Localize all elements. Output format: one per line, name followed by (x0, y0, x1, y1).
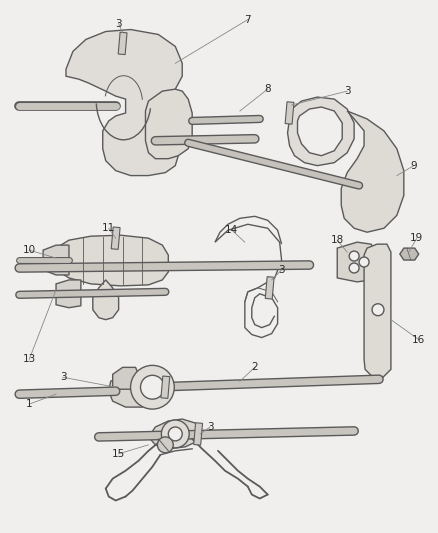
Text: 13: 13 (23, 354, 36, 365)
Circle shape (168, 427, 182, 441)
Text: 19: 19 (410, 233, 424, 243)
Bar (285, 102, 294, 124)
Text: 1: 1 (26, 399, 32, 409)
Text: 3: 3 (344, 86, 350, 96)
Polygon shape (43, 245, 69, 275)
Circle shape (141, 375, 164, 399)
Text: 10: 10 (23, 245, 36, 255)
Circle shape (359, 257, 369, 267)
Circle shape (157, 437, 173, 453)
Polygon shape (297, 107, 342, 156)
Text: 15: 15 (112, 449, 125, 459)
Text: 8: 8 (265, 84, 271, 94)
Text: 7: 7 (244, 14, 251, 25)
Circle shape (349, 251, 359, 261)
Polygon shape (66, 29, 182, 175)
Polygon shape (93, 280, 119, 320)
Circle shape (161, 420, 189, 448)
Text: 11: 11 (102, 223, 115, 233)
Bar (161, 376, 170, 399)
Bar (111, 227, 120, 249)
Bar (194, 423, 202, 445)
Polygon shape (56, 280, 81, 308)
Circle shape (372, 304, 384, 316)
Polygon shape (56, 235, 168, 286)
Polygon shape (364, 244, 391, 377)
Text: 3: 3 (115, 19, 122, 29)
Polygon shape (145, 89, 192, 159)
Polygon shape (113, 367, 138, 389)
Text: 18: 18 (331, 235, 344, 245)
Polygon shape (400, 248, 419, 260)
Bar (265, 277, 274, 299)
Text: 14: 14 (225, 225, 239, 235)
Text: 3: 3 (60, 372, 66, 382)
Text: 9: 9 (410, 160, 417, 171)
Polygon shape (341, 111, 404, 232)
Polygon shape (288, 97, 354, 166)
Circle shape (131, 365, 174, 409)
Polygon shape (148, 419, 200, 449)
Polygon shape (337, 242, 377, 282)
Text: 16: 16 (412, 335, 425, 344)
Polygon shape (109, 373, 159, 407)
Bar (118, 32, 127, 54)
Text: 3: 3 (278, 265, 285, 275)
Text: 2: 2 (251, 362, 258, 373)
Text: 3: 3 (207, 422, 213, 432)
Circle shape (349, 263, 359, 273)
